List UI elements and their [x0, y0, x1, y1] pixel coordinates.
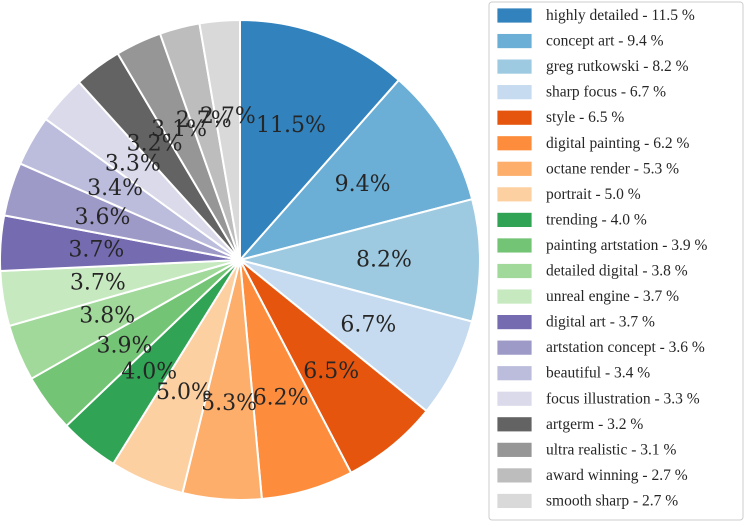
slice-percentage-labels: 11.5% 9.4% 8.2% 6.7% 6.5%6.2%5.3%5.0%4.0%3.9… — [68, 104, 412, 416]
slice-label-artstation-concept: 3.6% — [74, 205, 130, 230]
legend-entry-ultra-realistic: ultra realistic - 3.1 % — [496, 441, 676, 458]
legend-swatch — [496, 441, 533, 458]
slice-label-sharp-focus: 6.7% — [340, 313, 396, 338]
legend-swatch — [496, 160, 533, 177]
legend-label: detailed digital - 3.8 % — [546, 263, 688, 280]
legend: highly detailed - 11.5 % concept art - 9.… — [488, 1, 744, 521]
legend-entry-sharp-focus: sharp focus - 6.7 % — [496, 84, 666, 101]
slice-label-greg-rutkowski: 8.2% — [356, 248, 412, 273]
legend-entry-style: style - 6.5 % — [496, 109, 624, 126]
legend-entry-artgerm: artgerm - 3.2 % — [496, 416, 643, 433]
legend-entry-smooth-sharp: smooth sharp - 2.7 % — [496, 492, 678, 509]
slice-label-portrait: 5.0% — [156, 380, 212, 405]
legend-swatch — [496, 58, 533, 75]
legend-label: award winning - 2.7 % — [546, 467, 688, 484]
legend-label: beautiful - 3.4 % — [546, 365, 650, 382]
legend-label: octane render - 5.3 % — [546, 160, 679, 177]
legend-entry-portrait: portrait - 5.0 % — [496, 186, 641, 203]
legend-swatch — [496, 263, 533, 279]
legend-label: artstation concept - 3.6 % — [546, 339, 705, 356]
slice-label-focus-illustration: 3.3% — [105, 151, 161, 176]
legend-label: greg rutkowski - 8.2 % — [546, 58, 689, 75]
legend-label: ultra realistic - 3.1 % — [546, 441, 676, 458]
legend-label: concept art - 9.4 % — [546, 33, 664, 50]
slice-label-ultra-realistic: 3.1% — [151, 117, 207, 142]
slice-label-painting-artstation: 3.9% — [97, 333, 153, 358]
legend-label: highly detailed - 11.5 % — [546, 7, 695, 24]
pie-slice-smooth-sharp — [198, 19, 241, 261]
legend-entry-octane-render: octane render - 5.3 % — [496, 160, 679, 177]
slice-label-artgerm: 3.2% — [127, 132, 183, 157]
legend-swatch — [496, 109, 533, 126]
pie-slice-highly-detailed — [239, 19, 400, 261]
legend-swatch — [496, 84, 533, 101]
slice-label-digital-painting: 6.2% — [253, 386, 309, 411]
legend-swatch — [496, 186, 533, 203]
slice-label-highly-detailed: 11.5% — [256, 113, 326, 138]
legend-entry-trending: trending - 4.0 % — [496, 211, 647, 228]
legend-label: digital painting - 6.2 % — [546, 135, 689, 152]
legend-entry-detailed-digital: detailed digital - 3.8 % — [496, 263, 688, 280]
slice-label-trending: 4.0% — [121, 359, 177, 384]
pie-slice-greg-rutkowski — [239, 198, 482, 323]
legend-label: painting artstation - 3.9 % — [546, 237, 708, 254]
legend-label: trending - 4.0 % — [546, 211, 647, 228]
legend-label: digital art - 3.7 % — [546, 314, 655, 331]
legend-entry-concept-art: concept art - 9.4 % — [496, 33, 664, 50]
legend-entry-greg-rutkowski: greg rutkowski - 8.2 % — [496, 58, 689, 75]
slice-label-detailed-digital: 3.8% — [79, 303, 135, 328]
legend-entry-unreal-engine: unreal engine - 3.7 % — [496, 288, 679, 305]
legend-entry-digital-painting: digital painting - 6.2 % — [496, 135, 689, 152]
legend-entry-focus-illustration: focus illustration - 3.3 % — [496, 390, 700, 407]
legend-frame — [488, 1, 744, 521]
legend-entry-digital-art: digital art - 3.7 % — [496, 314, 655, 331]
slice-label-octane-render: 5.3% — [201, 391, 257, 416]
legend-label: sharp focus - 6.7 % — [546, 84, 666, 101]
legend-swatch — [496, 211, 533, 228]
legend-label: smooth sharp - 2.7 % — [546, 492, 678, 509]
legend-swatch — [496, 237, 533, 254]
legend-swatch — [496, 467, 533, 484]
legend-label: unreal engine - 3.7 % — [546, 288, 679, 305]
legend-swatch — [496, 135, 533, 152]
legend-swatch — [496, 7, 533, 24]
slice-label-unreal-engine: 3.7% — [70, 271, 126, 296]
legend-label: portrait - 5.0 % — [546, 186, 641, 203]
legend-swatch — [496, 33, 533, 49]
pie-slices — [0, 19, 482, 501]
legend-swatch — [496, 493, 533, 509]
legend-entry-beautiful: beautiful - 3.4 % — [496, 365, 650, 382]
slice-label-concept-art: 9.4% — [335, 172, 391, 197]
legend-label: style - 6.5 % — [546, 109, 624, 126]
legend-swatch — [496, 416, 533, 433]
legend-swatch — [496, 339, 533, 356]
legend-entry-highly-detailed: highly detailed - 11.5 % — [496, 7, 695, 24]
legend-swatch — [496, 365, 533, 382]
legend-entry-artstation-concept: artstation concept - 3.6 % — [496, 339, 705, 356]
legend-label: focus illustration - 3.3 % — [546, 390, 700, 407]
legend-swatch — [496, 288, 533, 305]
pie-slice-concept-art — [239, 79, 474, 261]
slice-label-award-winning: 2.7% — [176, 108, 232, 133]
legend-swatch — [496, 390, 533, 407]
slice-label-beautiful: 3.4% — [87, 176, 143, 201]
legend-swatch — [496, 314, 533, 331]
slice-label-smooth-sharp: 2.7% — [200, 104, 256, 129]
legend-entry-award-winning: award winning - 2.7 % — [496, 467, 688, 484]
slice-label-style: 6.5% — [303, 359, 359, 384]
legend-entry-painting-artstation: painting artstation - 3.9 % — [496, 237, 708, 254]
legend-label: artgerm - 3.2 % — [546, 416, 643, 433]
slice-label-digital-art: 3.7% — [68, 237, 124, 262]
